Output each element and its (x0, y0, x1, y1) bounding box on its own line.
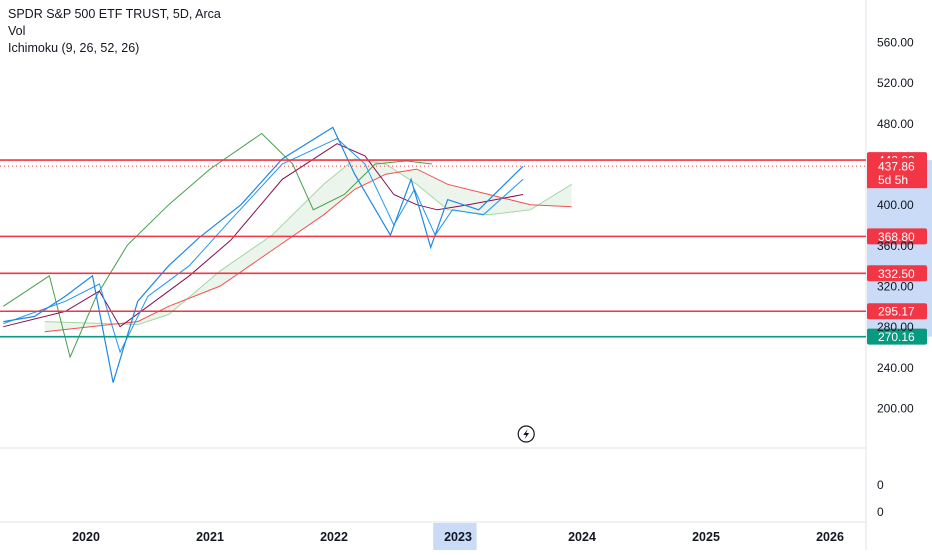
countdown-label: 5d 5h (878, 173, 908, 187)
volume-axis-label-0: 0 (877, 478, 884, 492)
x-tick-label-0: 2020 (72, 530, 100, 544)
level-label-3: 295.17 (878, 305, 915, 319)
legend-symbol: SPDR S&P 500 ETF TRUST, 5D, Arca (8, 7, 221, 21)
y-tick-label-6: 280.00 (877, 320, 914, 334)
x-tick-label-5: 2025 (692, 530, 720, 544)
ichimoku-kijun-line (3, 143, 524, 328)
x-tick-label-1: 2021 (196, 530, 224, 544)
y-tick-label-4: 360.00 (877, 239, 914, 253)
ichimoku-span-a-line (44, 158, 572, 326)
volume-axis-label-1: 0 (877, 505, 884, 519)
x-tick-label-4: 2024 (568, 530, 596, 544)
level-badge-3 (867, 303, 927, 320)
x-tick-label-3: 2023 (444, 530, 472, 544)
y-tick-label-3: 400.00 (877, 198, 914, 212)
x-tick-label-6: 2026 (816, 530, 844, 544)
ichimoku-span-b-line (44, 168, 572, 333)
level-badge-1 (867, 228, 927, 245)
legend-volume: Vol (8, 24, 26, 38)
ichimoku-tenkan-line (3, 138, 524, 354)
y-tick-label-0: 560.00 (877, 36, 914, 50)
y-tick-label-2: 480.00 (877, 117, 914, 131)
current-price-label: 437.86 (878, 160, 915, 174)
y-tick-label-5: 320.00 (877, 280, 914, 294)
chart-legend: SPDR S&P 500 ETF TRUST, 5D, Arca Vol Ich… (8, 6, 221, 57)
current-price-badge (867, 158, 927, 189)
level-label-1: 368.80 (878, 230, 915, 244)
x-tick-label-2: 2022 (320, 530, 348, 544)
level-badge-2 (867, 265, 927, 282)
ichimoku-chikou-line (3, 132, 432, 359)
y-tick-label-8: 200.00 (877, 402, 914, 416)
legend-ichimoku: Ichimoku (9, 26, 52, 26) (8, 41, 140, 55)
flash-icon-glyph (523, 429, 530, 439)
y-tick-label-1: 520.00 (877, 76, 914, 90)
price-path-line (3, 126, 524, 383)
ichimoku-cloud (44, 158, 572, 332)
level-label-2: 332.50 (878, 267, 915, 281)
level-badge-4 (867, 328, 927, 345)
y-tick-label-7: 240.00 (877, 361, 914, 375)
level-label-4: 270.16 (878, 330, 915, 344)
x-axis-range-highlight (433, 523, 477, 551)
